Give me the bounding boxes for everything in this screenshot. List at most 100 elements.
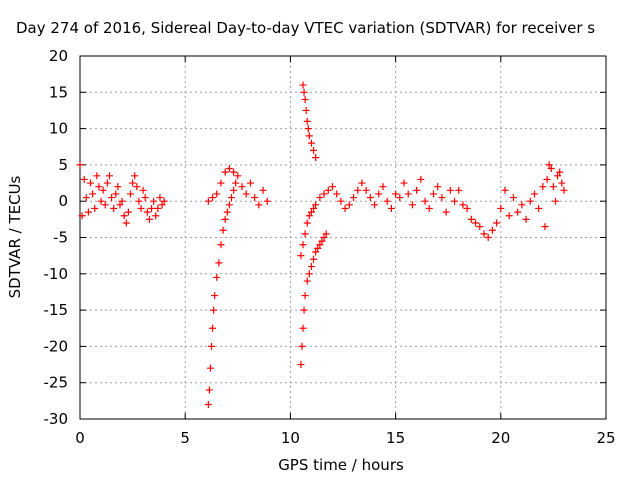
data-point [543,175,551,183]
data-point [480,230,488,238]
data-point [217,179,225,187]
data-point [530,190,538,198]
data-point [455,186,463,194]
data-point [246,179,254,187]
data-point [160,197,168,205]
data-point [320,190,328,198]
data-points [76,81,568,408]
data-point [472,219,480,227]
data-point [438,194,446,202]
data-point [312,154,320,162]
data-point [213,190,221,198]
data-point [305,270,313,278]
data-point [297,361,305,369]
y-tick-label: -25 [44,374,69,392]
data-point [307,139,315,147]
data-point [219,226,227,234]
y-tick-label: 10 [49,120,68,138]
data-point [375,190,383,198]
data-point [139,186,147,194]
data-point [505,212,513,220]
data-point [299,324,307,332]
data-point [126,190,134,198]
data-point [371,201,379,209]
data-point [141,194,149,202]
data-point [497,204,505,212]
data-point [318,237,326,245]
data-point [446,186,454,194]
data-point [135,197,143,205]
data-point [114,183,122,191]
data-point [362,186,370,194]
chart-title: Day 274 of 2016, Sidereal Day-to-day VTE… [16,19,595,37]
data-point [255,201,263,209]
data-point [392,190,400,198]
data-point [312,248,320,256]
data-point [225,165,233,173]
data-point [133,183,141,191]
data-point [413,186,421,194]
data-point [145,215,153,223]
data-point [209,324,217,332]
data-point [158,201,166,209]
data-point [227,194,235,202]
data-point [108,194,116,202]
data-point [131,172,139,180]
data-point [154,204,162,212]
data-point [541,223,549,231]
data-point [305,132,313,140]
data-point [91,204,99,212]
data-point [89,190,97,198]
data-point [87,179,95,187]
data-point [425,204,433,212]
x-tick-label: 25 [596,429,615,447]
data-point [320,234,328,241]
data-point [463,204,471,212]
data-point [124,208,132,216]
data-point [259,186,267,194]
data-point [345,201,353,209]
data-point [204,400,212,408]
data-point [221,215,229,223]
data-point [324,186,332,194]
data-point [556,168,564,176]
data-point [333,190,341,198]
data-point [223,208,231,216]
data-point [408,201,416,209]
data-point [137,204,145,212]
data-point [211,292,219,300]
data-point [76,161,84,169]
data-point [230,168,238,176]
data-point [535,204,543,212]
data-point [225,201,233,209]
y-axis-label: SDTVAR / TECUs [6,175,24,298]
data-point [230,186,238,194]
data-point [417,175,425,183]
data-point [301,292,309,300]
data-point [547,165,555,173]
data-point [303,117,311,125]
data-point [310,204,318,212]
data-point [552,197,560,205]
data-point [217,241,225,249]
data-point [105,172,113,180]
data-point [310,146,318,154]
grid [80,56,606,419]
data-point [509,194,517,202]
data-point [208,342,215,350]
data-point [263,197,271,205]
data-point [488,226,496,234]
data-point [493,219,501,227]
y-tick-label: -5 [53,229,68,247]
data-point [129,179,137,187]
x-tick-label: 5 [180,429,190,447]
data-point [242,190,250,198]
x-tick-label: 0 [75,429,85,447]
data-point [82,194,90,202]
y-tick-label: 20 [49,47,68,65]
data-point [301,230,309,238]
data-point [112,190,120,198]
data-point [518,201,526,209]
data-point [103,179,111,187]
data-point [84,208,92,216]
